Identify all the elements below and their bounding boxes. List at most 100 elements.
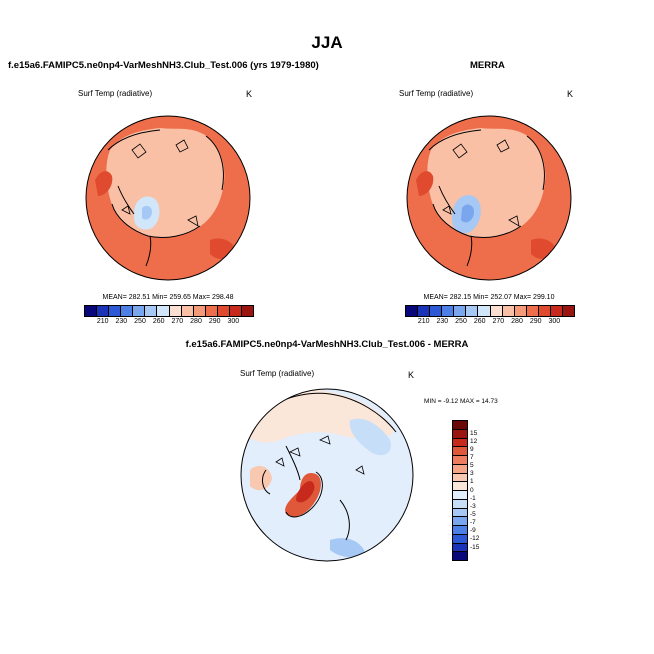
colorbar-swatch xyxy=(157,306,170,316)
model-panel-title: f.e15a6.FAMIPC5.ne0np4-VarMeshNH3.Club_T… xyxy=(8,60,319,71)
colorbar-swatch xyxy=(406,306,419,316)
colorbar-tick-label: 280 xyxy=(511,318,523,325)
colorbar-swatch xyxy=(205,306,218,316)
colorbar-swatch xyxy=(242,306,254,316)
diff-variable-label: Surf Temp (radiative) xyxy=(240,369,315,378)
model-map-border xyxy=(85,115,251,281)
colorbar-swatch xyxy=(453,543,467,553)
diff-stats: MIN = -9.12 MAX = 14.73 xyxy=(424,398,498,405)
diff-cool-anomaly-region xyxy=(330,538,365,558)
colorbar-tick-label: 7 xyxy=(470,453,474,461)
colorbar-swatch xyxy=(181,306,194,316)
colorbar-swatch xyxy=(490,306,503,316)
colorbar-tick-label: 12 xyxy=(470,437,478,445)
diff-map-border xyxy=(240,388,414,562)
colorbar-swatch xyxy=(453,508,467,518)
colorbar-swatch xyxy=(133,306,146,316)
obs-panel-title: MERRA xyxy=(470,60,505,71)
colorbar-tick-label: 270 xyxy=(492,318,505,325)
colorbar-tick-label: -15 xyxy=(470,543,480,551)
colorbar-tick-label: 5 xyxy=(470,462,474,470)
colorbar-swatch xyxy=(453,464,467,474)
colorbar-tick-label: 9 xyxy=(470,445,474,453)
diff-warm-anomaly-region xyxy=(250,465,272,491)
colorbar-tick-label: 250 xyxy=(455,318,467,325)
colorbar-tick-label: 290 xyxy=(529,318,542,325)
colorbar-swatch xyxy=(418,306,431,316)
colorbar-swatch xyxy=(217,306,230,316)
colorbar-tick-label: -7 xyxy=(470,519,476,527)
model-coastlines xyxy=(107,129,224,267)
colorbar-swatch xyxy=(453,491,467,500)
main-title: JJA xyxy=(311,33,343,52)
colorbar-swatch xyxy=(453,421,467,430)
model-units-label: K xyxy=(246,89,253,99)
colorbar-tick-label: 230 xyxy=(115,318,128,325)
diff-panel-title: f.e15a6.FAMIPC5.ne0np4-VarMeshNH3.Club_T… xyxy=(185,339,469,350)
diff-colorbar-ticks: 15 12 9 7 5 3 1 0 -1 -3 -5 -7 -9 -12 -15 xyxy=(470,429,479,551)
colorbar-tick-label: 280 xyxy=(190,318,202,325)
colorbar-swatch xyxy=(453,438,467,448)
colorbar-swatch xyxy=(453,534,467,544)
colorbar-swatch xyxy=(229,306,243,316)
model-hot-spot xyxy=(95,171,113,196)
colorbar-swatch xyxy=(193,306,206,316)
colorbar-swatch xyxy=(502,306,515,316)
colorbar-swatch xyxy=(169,306,182,316)
colorbar-swatch xyxy=(430,306,443,316)
colorbar-tick-label: -9 xyxy=(470,527,476,535)
colorbar-swatch xyxy=(526,306,539,316)
colorbar-tick-label: 290 xyxy=(208,318,221,325)
obs-map-border xyxy=(406,115,572,281)
colorbar-swatch xyxy=(478,306,491,316)
obs-islands xyxy=(442,139,520,227)
colorbar-swatch xyxy=(453,429,467,439)
diff-cool-anomaly-region xyxy=(349,418,391,456)
colorbar-swatch xyxy=(550,306,564,316)
obs-units-label: K xyxy=(567,89,574,99)
obs-colorbar xyxy=(405,305,575,317)
obs-stats: MEAN= 282.15 Min= 252.07 Max= 299.10 xyxy=(423,294,555,301)
colorbar-swatch xyxy=(453,447,467,456)
colorbar-tick-label: -5 xyxy=(470,510,476,518)
colorbar-swatch xyxy=(85,306,98,316)
colorbar-tick-label: 3 xyxy=(470,470,474,478)
diff-greenland-anomaly-core xyxy=(296,481,315,503)
colorbar-tick-label: 260 xyxy=(152,318,165,325)
model-colorbar xyxy=(84,305,254,317)
model-stats: MEAN= 282.51 Min= 259.65 Max= 298.48 xyxy=(102,294,234,301)
colorbar-swatch xyxy=(453,482,467,491)
colorbar-tick-label: 300 xyxy=(227,318,240,325)
model-islands xyxy=(121,139,199,227)
colorbar-swatch xyxy=(454,306,467,316)
colorbar-tick-label: 260 xyxy=(473,318,486,325)
colorbar-tick-label: 300 xyxy=(548,318,561,325)
model-variable-label: Surf Temp (radiative) xyxy=(78,89,153,98)
colorbar-tick-label: -3 xyxy=(470,502,476,510)
colorbar-swatch xyxy=(466,306,479,316)
colorbar-swatch xyxy=(453,499,467,509)
colorbar-tick-label: 250 xyxy=(134,318,146,325)
colorbar-tick-label: 210 xyxy=(417,318,430,325)
colorbar-swatch xyxy=(145,306,158,316)
colorbar-swatch xyxy=(453,526,467,535)
colorbar-tick-label: -12 xyxy=(470,535,480,543)
colorbar-swatch xyxy=(453,456,467,465)
colorbar-tick-label: 0 xyxy=(470,486,474,494)
colorbar-swatch xyxy=(442,306,455,316)
colorbar-swatch xyxy=(453,473,467,483)
obs-greenland-core xyxy=(461,204,474,223)
colorbar-tick-label: 210 xyxy=(96,318,109,325)
colorbar-swatch xyxy=(121,306,134,316)
colorbar-tick-label: 230 xyxy=(436,318,449,325)
colorbar-swatch xyxy=(453,517,467,526)
obs-variable-label: Surf Temp (radiative) xyxy=(399,89,474,98)
diff-units-label: K xyxy=(408,370,415,380)
colorbar-swatch xyxy=(97,306,110,316)
diff-islands xyxy=(275,435,365,475)
colorbar-tick-label: -1 xyxy=(470,494,476,502)
colorbar-tick-label: 15 xyxy=(470,429,478,437)
obs-coastlines xyxy=(428,129,545,267)
diff-coastlines xyxy=(243,392,397,541)
